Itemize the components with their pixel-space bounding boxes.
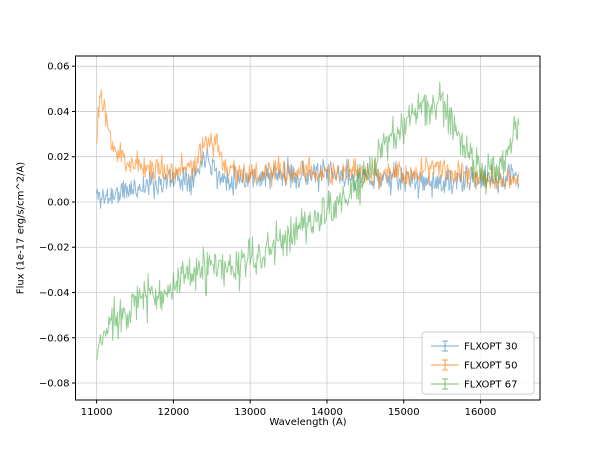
y-tick-label: 0.04	[47, 107, 69, 118]
series-line-flxopt-50	[96, 89, 520, 190]
axes-frame	[75, 55, 541, 401]
legend-item: FLXOPT 67	[431, 378, 517, 391]
legend-label: FLXOPT 30	[464, 342, 517, 353]
x-tick-label: 14000	[311, 407, 343, 418]
series-line-flxopt-67	[96, 81, 520, 360]
x-tick-label: 13000	[234, 407, 266, 418]
y-tick-label: −0.02	[39, 243, 70, 254]
y-tick-label: 0.02	[47, 152, 69, 163]
legend-label: FLXOPT 67	[464, 380, 517, 391]
x-tick-label: 16000	[465, 407, 497, 418]
x-tick-label: 11000	[81, 407, 113, 418]
legend-box	[421, 331, 535, 395]
y-tick-label: −0.08	[39, 379, 70, 390]
y-tick-label: 0.00	[47, 197, 69, 208]
y-axis-label: Flux (1e-17 erg/s/cm^2/A)	[15, 161, 27, 295]
x-tick-label: 12000	[157, 407, 189, 418]
x-tick-label: 15000	[388, 407, 420, 418]
y-tick-label: −0.06	[39, 333, 70, 344]
series-line-flxopt-30	[96, 148, 520, 209]
legend-item: FLXOPT 30	[431, 340, 517, 353]
x-axis-label: Wavelength (A)	[269, 417, 347, 428]
legend-item: FLXOPT 50	[431, 359, 517, 372]
legend-label: FLXOPT 50	[464, 361, 517, 372]
y-tick-label: 0.06	[47, 62, 69, 73]
y-tick-label: −0.04	[39, 288, 70, 299]
